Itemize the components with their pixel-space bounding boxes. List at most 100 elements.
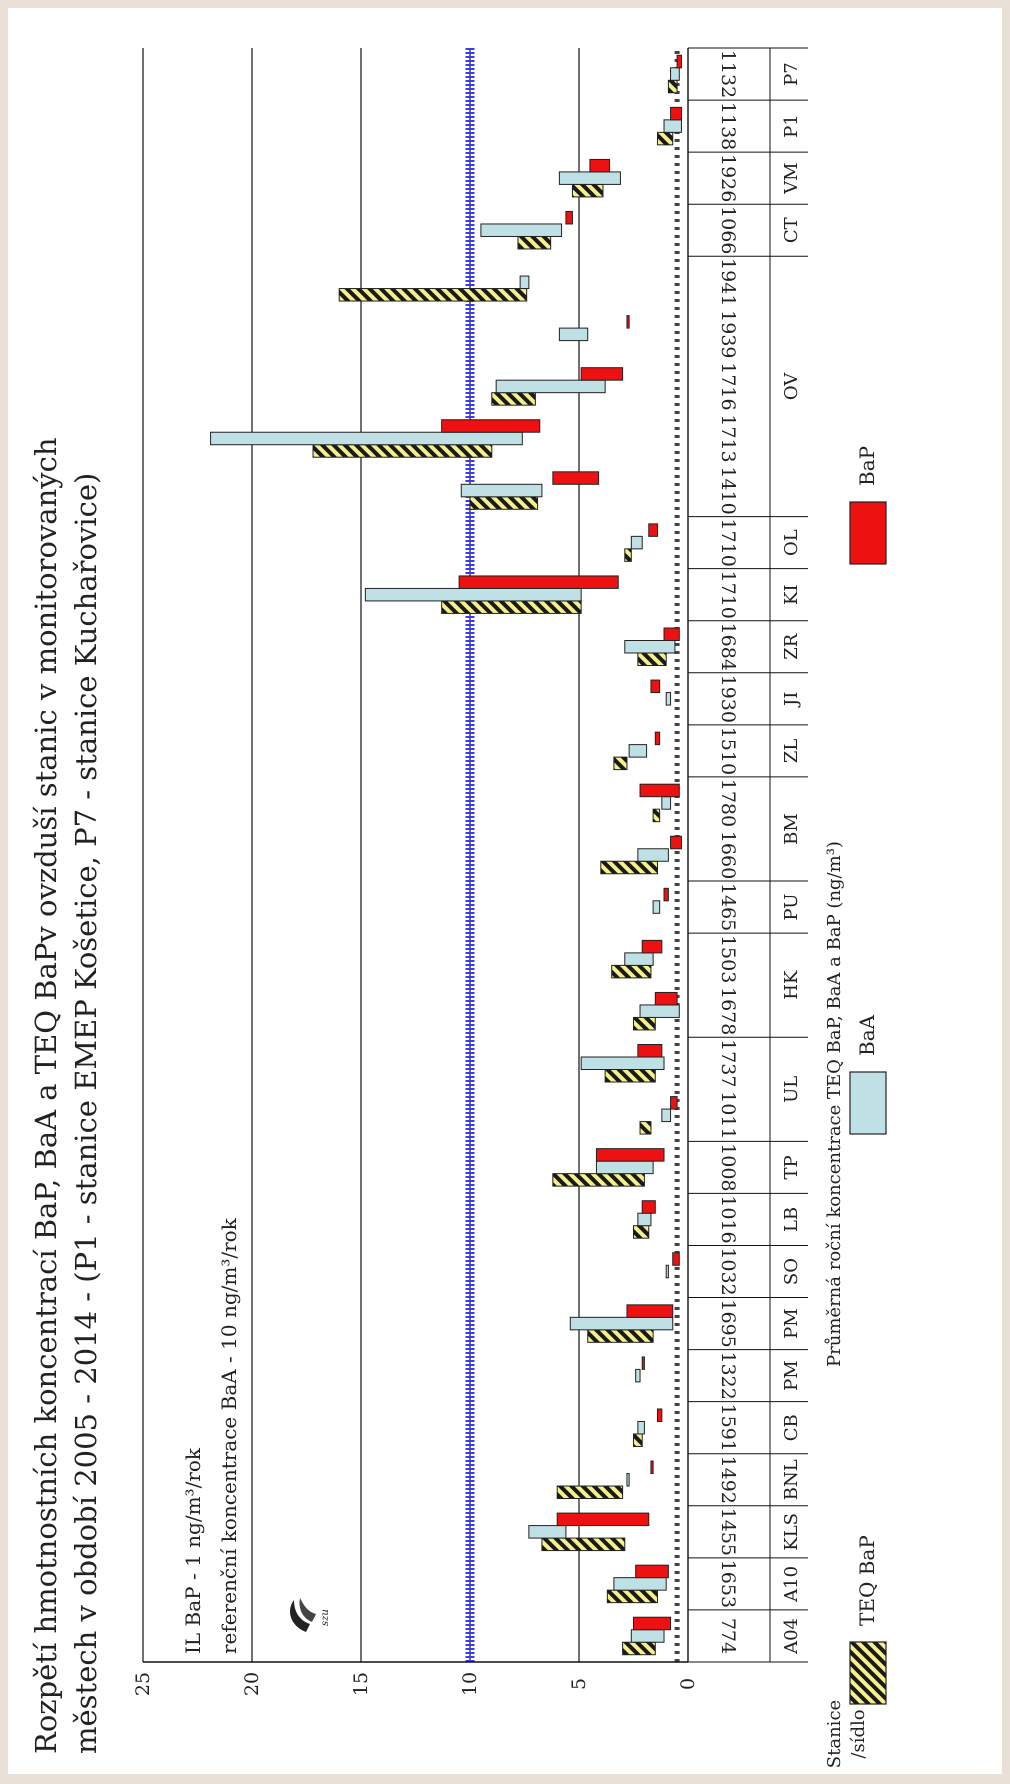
bar-teq-bap-1653 xyxy=(606,1589,658,1604)
bar-baa-1713 xyxy=(210,431,523,446)
category-label-1684: 1684 xyxy=(717,623,739,671)
category-label-1737: 1737 xyxy=(717,1039,739,1087)
bar-bap-1939 xyxy=(626,315,630,329)
x-axis-label-line1: Stanice xyxy=(824,1700,845,1768)
bar-baa-1503 xyxy=(624,952,654,966)
bar-baa-1322 xyxy=(635,1368,641,1383)
category-label-1016: 1016 xyxy=(717,1195,739,1243)
legend-swatch-baa xyxy=(849,1071,887,1135)
bar-baa-1737 xyxy=(580,1056,665,1071)
bar-baa-1008 xyxy=(595,1160,654,1175)
bar-bap-774 xyxy=(633,1616,672,1631)
bar-teq-bap-1492 xyxy=(556,1485,624,1500)
bar-bap-1780 xyxy=(639,783,680,798)
bar-teq-bap-1016 xyxy=(633,1225,650,1239)
bar-teq-bap-1510 xyxy=(613,756,628,771)
bar-bap-1737 xyxy=(637,1044,663,1058)
bar-teq-bap-1008 xyxy=(552,1173,645,1187)
bar-teq-bap-1066 xyxy=(517,235,552,250)
bar-teq-bap-1011 xyxy=(639,1121,652,1135)
group-label-CB: CB xyxy=(781,1414,802,1441)
group-label-A10: A10 xyxy=(781,1566,802,1603)
group-label-ZR: ZR xyxy=(781,633,802,660)
bar-bap-1138 xyxy=(670,106,682,121)
bar-bap-1710 xyxy=(648,523,658,537)
bar-baa-1016 xyxy=(637,1212,652,1227)
bar-baa-1653 xyxy=(613,1577,667,1591)
bar-bap-1032 xyxy=(672,1252,680,1266)
bar-bap-1926 xyxy=(589,158,611,173)
bar-bap-1410 xyxy=(552,471,600,485)
bar-teq-bap-1132 xyxy=(667,79,678,94)
annotation-ref-baa: referenční koncentrace BaA - 10 ng/m³/ro… xyxy=(217,1217,241,1654)
category-label-1780: 1780 xyxy=(717,779,739,827)
bar-baa-1678 xyxy=(639,1004,680,1018)
legend-label-teq-bap: TEQ BaP xyxy=(855,1535,879,1626)
category-label-1066: 1066 xyxy=(717,206,739,254)
group-label-VM: VM xyxy=(781,162,802,194)
bar-baa-1591 xyxy=(637,1420,645,1435)
bar-bap-1653 xyxy=(635,1564,669,1579)
group-label-PU: PU xyxy=(781,894,802,921)
bar-bap-1503 xyxy=(641,939,663,954)
bar-teq-bap-1926 xyxy=(571,183,604,198)
bar-bap-1713 xyxy=(441,419,541,433)
bar-baa-1926 xyxy=(558,171,621,185)
y-tick-label: 10 xyxy=(459,1672,481,1696)
category-label-1939: 1939 xyxy=(717,310,739,358)
category-label-1713: 1713 xyxy=(717,414,739,462)
bar-bap-1066 xyxy=(565,210,573,225)
szu-logo: szu xyxy=(290,1598,331,1632)
category-label-1410: 1410 xyxy=(717,466,739,514)
category-label-1710: 1710 xyxy=(717,570,739,618)
bar-teq-bap-1941 xyxy=(338,288,528,302)
bar-baa-1710 xyxy=(630,535,643,550)
category-label-1591: 1591 xyxy=(717,1404,739,1452)
group-label-OL: OL xyxy=(781,529,802,556)
bar-teq-bap-1780 xyxy=(652,808,661,823)
group-label-PM: PM xyxy=(781,1360,802,1391)
bar-bap-1008 xyxy=(595,1148,665,1162)
bar-bap-1684 xyxy=(663,627,680,641)
reference-line xyxy=(465,48,680,1662)
group-label-HK: HK xyxy=(781,970,802,1000)
category-label-1716: 1716 xyxy=(717,362,739,410)
rotated-chart: Rozpětí hmotnostních koncentrací BaP, Ba… xyxy=(29,47,887,1768)
bars xyxy=(210,54,682,1656)
bar-baa-1465 xyxy=(652,900,661,914)
bar-baa-1492 xyxy=(626,1473,630,1487)
bar-baa-1510 xyxy=(628,744,648,758)
bar-bap-1930 xyxy=(650,679,661,694)
group-label-TP: TP xyxy=(781,1155,802,1179)
bar-bap-1465 xyxy=(663,887,669,902)
category-label-1678: 1678 xyxy=(717,987,739,1035)
bar-bap-1710 xyxy=(458,575,619,589)
category-label-1492: 1492 xyxy=(717,1456,739,1504)
bar-bap-1132 xyxy=(676,54,682,69)
group-label-ZL: ZL xyxy=(781,739,802,764)
legend-label-baa: BaA xyxy=(855,1014,879,1056)
group-label-LB: LB xyxy=(781,1207,802,1232)
group-label-KLS: KLS xyxy=(781,1513,802,1551)
bar-teq-bap-774 xyxy=(622,1641,656,1656)
bar-bap-1660 xyxy=(670,835,682,850)
bar-baa-1455 xyxy=(528,1525,567,1539)
chart-title-line2: městech v období 2005 - 2014 - (P1 - sta… xyxy=(69,473,103,1754)
group-label-CT: CT xyxy=(781,217,802,243)
legend-label-bap: BaP xyxy=(855,446,879,486)
category-label-1008: 1008 xyxy=(717,1143,739,1191)
bar-bap-1678 xyxy=(654,991,678,1006)
x-axis-label-line2: /sídlo xyxy=(848,1709,869,1758)
legend-swatch-bap xyxy=(849,501,887,565)
legend-swatch-teq-bap xyxy=(849,1641,887,1705)
category-label-1930: 1930 xyxy=(717,675,739,723)
group-label-P7: P7 xyxy=(781,62,802,86)
bar-baa-1032 xyxy=(665,1264,669,1279)
bar-baa-1941 xyxy=(519,275,530,290)
chart-title-line1: Rozpětí hmotnostních koncentrací BaP, Ba… xyxy=(29,437,63,1754)
group-label-BNL: BNL xyxy=(781,1459,802,1500)
bar-baa-1930 xyxy=(665,692,672,706)
bar-teq-bap-1713 xyxy=(312,444,493,458)
bar-baa-1410 xyxy=(460,483,543,498)
group-label-SO: SO xyxy=(781,1258,802,1285)
